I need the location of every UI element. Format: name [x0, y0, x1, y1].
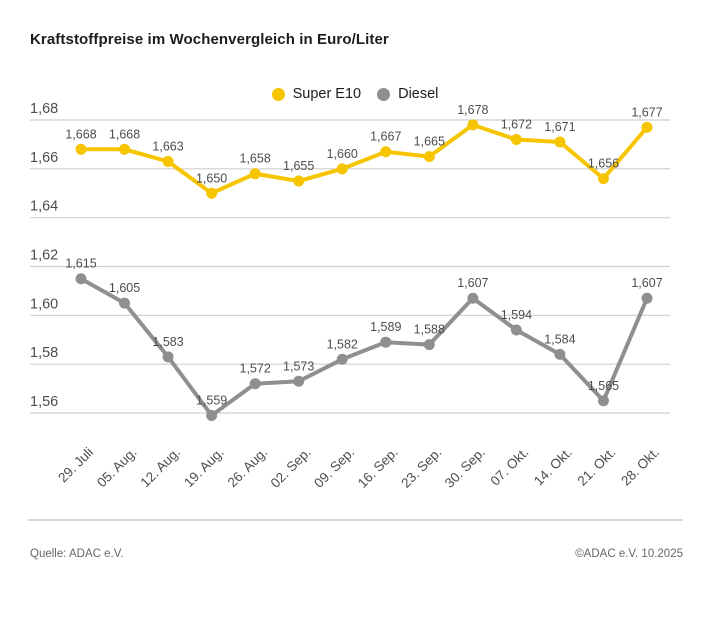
diesel-data-label: 1,565 [588, 379, 619, 393]
copyright-text: ©ADAC e.V. 10.2025 [575, 548, 683, 560]
super-e10-data-label: 1,665 [414, 135, 445, 149]
x-axis-label: 02. Sep. [268, 445, 314, 491]
diesel-data-point [75, 273, 87, 285]
diesel-swatch-icon [377, 87, 391, 101]
super-e10-data-label: 1,677 [631, 105, 662, 119]
diesel-line [79, 276, 649, 418]
super-e10-data-point [597, 173, 609, 185]
super-e10-data-label: 1,655 [283, 159, 314, 173]
x-axis-label: 21. Okt. [575, 445, 619, 489]
diesel-data-label: 1,607 [457, 276, 488, 290]
x-axis-label: 12. Aug. [138, 445, 184, 491]
chart-legend: Super E10 Diesel [0, 86, 710, 102]
super-e10-data-label: 1,668 [109, 127, 140, 141]
legend-item-diesel: Diesel [377, 86, 438, 102]
diesel-data-label: 1,572 [240, 362, 271, 376]
super-e10-data-point [119, 143, 131, 155]
y-tick-label: 1,56 [30, 394, 58, 410]
x-axis-label: 07. Okt. [487, 445, 531, 489]
x-axis-label: 14. Okt. [531, 445, 575, 489]
x-axis-label: 29. Juli [55, 445, 96, 486]
diesel-data-label: 1,594 [501, 308, 532, 322]
super-e10-data-label: 1,650 [196, 171, 227, 185]
diesel-data-point [293, 375, 305, 387]
y-tick-label: 1,58 [30, 345, 58, 361]
x-axis-label: 09. Sep. [311, 445, 357, 491]
diesel-data-point [597, 395, 609, 407]
diesel-data-point [510, 324, 522, 336]
super-e10-data-label: 1,668 [65, 127, 96, 141]
diesel-data-label: 1,589 [370, 320, 401, 334]
diesel-data-label: 1,584 [544, 332, 575, 346]
diesel-data-label: 1,607 [631, 276, 662, 290]
diesel-data-label: 1,588 [414, 323, 445, 337]
super-e10-data-point [641, 121, 653, 133]
diesel-data-point [380, 336, 392, 348]
super-e10-data-label: 1,671 [544, 120, 575, 134]
x-axis-label: 05. Aug. [94, 445, 140, 491]
super-e10-data-point [206, 187, 218, 199]
source-text: Quelle: ADAC e.V. [30, 548, 124, 560]
x-axis-label: 19. Aug. [181, 445, 227, 491]
diesel-data-point [336, 353, 348, 365]
diesel-data-label: 1,583 [152, 335, 183, 349]
super-e10-data-label: 1,667 [370, 130, 401, 144]
y-tick-label: 1,62 [30, 248, 58, 264]
x-axis-label: 28. Okt. [618, 445, 662, 489]
x-axis-label: 23. Sep. [398, 445, 444, 491]
legend-label-super-e10: Super E10 [292, 86, 362, 102]
super-e10-data-label: 1,663 [152, 140, 183, 154]
legend-label-diesel: Diesel [398, 86, 439, 102]
x-axis-label: 26. Aug. [225, 445, 271, 491]
diesel-data-label: 1,605 [109, 281, 140, 295]
diesel-data-label: 1,615 [65, 257, 96, 271]
diesel-data-point [423, 339, 435, 351]
footer-divider [28, 519, 683, 521]
super-e10-data-point [510, 134, 522, 146]
super-e10-data-point [336, 163, 348, 175]
diesel-data-point [162, 351, 174, 363]
super-e10-data-label: 1,658 [240, 152, 271, 166]
super-e10-data-point [249, 168, 261, 180]
diesel-data-point [119, 297, 131, 309]
diesel-data-point [467, 292, 479, 304]
super-e10-data-label: 1,678 [457, 103, 488, 117]
y-tick-label: 1,68 [30, 101, 58, 117]
diesel-data-label: 1,559 [196, 393, 227, 407]
x-axis-label: 16. Sep. [355, 445, 401, 491]
chart-title: Kraftstoffpreise im Wochenvergleich in E… [30, 31, 389, 48]
super-e10-swatch-icon [271, 87, 285, 101]
legend-item-super-e10: Super E10 [271, 86, 362, 102]
diesel-data-point [554, 348, 566, 360]
super-e10-data-point [380, 146, 392, 158]
super-e10-data-point [75, 143, 87, 155]
super-e10-data-label: 1,672 [501, 118, 532, 132]
y-tick-label: 1,64 [30, 199, 58, 215]
x-axis-label: 30. Sep. [442, 445, 488, 491]
y-tick-label: 1,60 [30, 296, 58, 312]
diesel-data-point [249, 378, 261, 390]
y-tick-label: 1,66 [30, 150, 58, 166]
super-e10-data-label: 1,656 [588, 157, 619, 171]
diesel-data-label: 1,573 [283, 359, 314, 373]
super-e10-data-point [554, 136, 566, 148]
super-e10-data-point [162, 156, 174, 168]
diesel-data-label: 1,582 [327, 337, 358, 351]
diesel-data-point [641, 292, 653, 304]
diesel-data-point [206, 409, 218, 421]
super-e10-data-point [423, 151, 435, 163]
fuel-price-line-chart: 1,56 1,58 1,60 1,62 1,64 1,66 1,68 29. Juli05. … [30, 101, 670, 491]
super-e10-data-point [467, 119, 479, 131]
super-e10-data-label: 1,660 [327, 147, 358, 161]
super-e10-data-point [293, 175, 305, 187]
super-e10-line [79, 122, 649, 196]
